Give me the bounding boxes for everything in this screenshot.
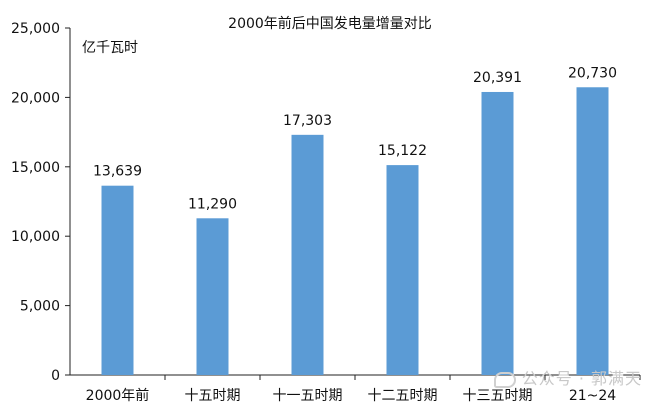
chart-title: 2000年前后中国发电量增量对比 bbox=[228, 15, 432, 32]
x-tick-label: 21~24 bbox=[569, 388, 616, 404]
y-tick-label: 15,000 bbox=[11, 160, 60, 176]
bar-value-label: 17,303 bbox=[283, 113, 332, 129]
x-axis: 2000年前 十五时期 十一五时期 十二五时期 十三五时期 21~24 bbox=[70, 374, 641, 404]
y-tick-label: 25,000 bbox=[11, 21, 60, 37]
value-labels: 13,639 11,290 17,303 15,122 20,391 20,730 bbox=[93, 65, 617, 212]
bar bbox=[481, 91, 514, 375]
bar-value-label: 20,391 bbox=[473, 70, 522, 86]
bar bbox=[576, 87, 609, 375]
y-tick-label: 0 bbox=[51, 368, 60, 384]
x-tick-label: 十一五时期 bbox=[273, 388, 343, 404]
y-unit-label: 亿千瓦时 bbox=[82, 40, 138, 56]
bar bbox=[101, 185, 134, 375]
x-tick-label: 十二五时期 bbox=[368, 388, 438, 404]
x-tick-label: 2000年前 bbox=[86, 387, 150, 404]
bar bbox=[291, 134, 324, 375]
y-axis: 0 5,000 10,000 15,000 20,000 25,000 bbox=[11, 21, 71, 384]
bar-value-label: 20,730 bbox=[568, 65, 617, 81]
bar bbox=[386, 165, 419, 375]
bars bbox=[101, 87, 609, 375]
y-tick-label: 20,000 bbox=[11, 90, 60, 106]
bar-value-label: 15,122 bbox=[378, 143, 427, 159]
bar bbox=[196, 218, 229, 375]
x-tick-label: 十五时期 bbox=[185, 388, 241, 404]
x-tick-label: 十三五时期 bbox=[463, 388, 533, 404]
bar-value-label: 13,639 bbox=[93, 164, 142, 180]
y-tick-label: 5,000 bbox=[20, 299, 60, 315]
y-tick-label: 10,000 bbox=[11, 229, 60, 245]
bar-value-label: 11,290 bbox=[188, 196, 237, 212]
